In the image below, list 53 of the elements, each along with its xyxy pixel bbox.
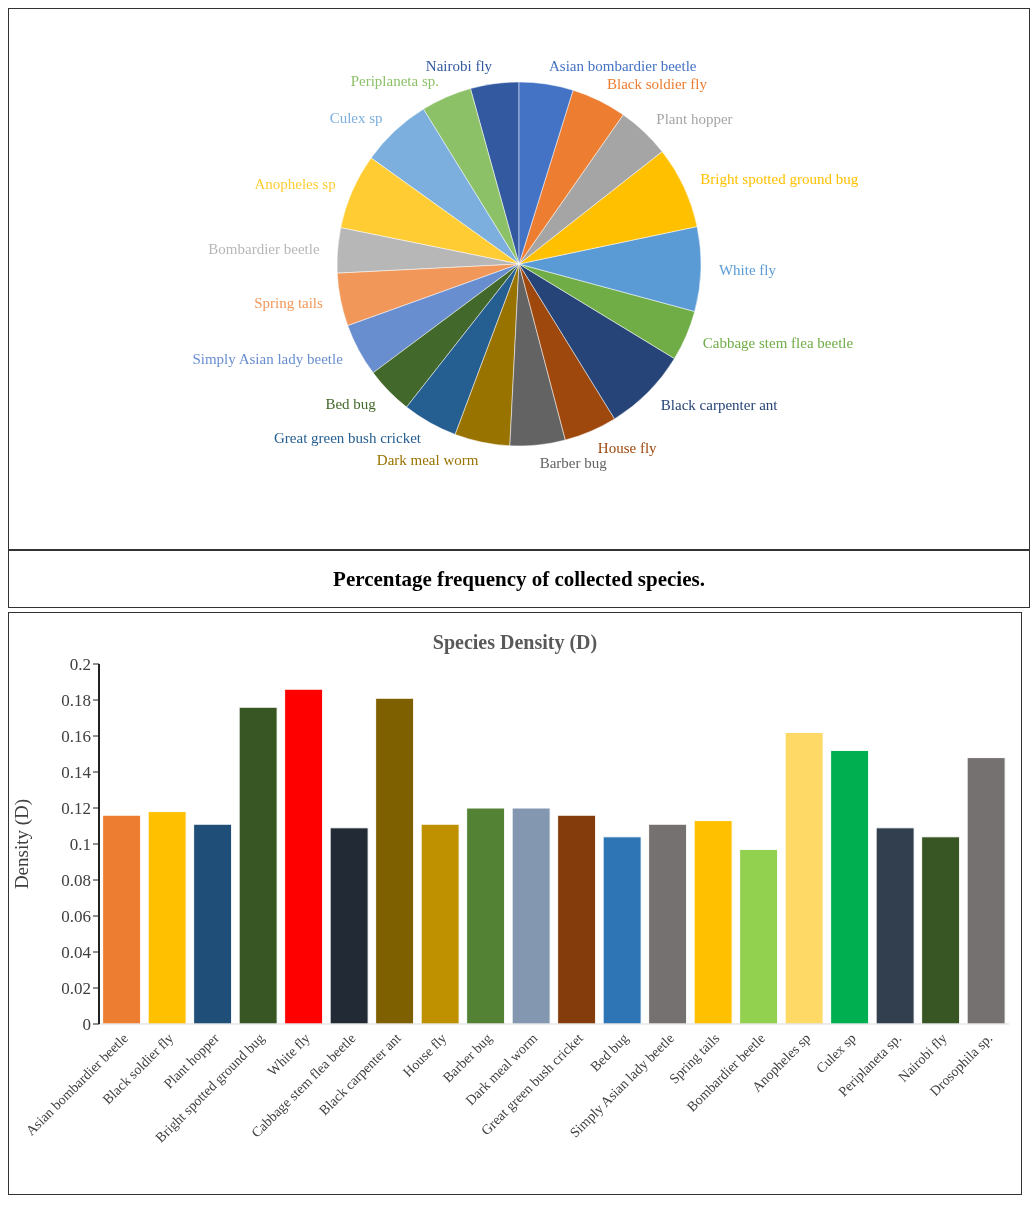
y-tick-label: 0.04 xyxy=(61,943,92,963)
y-tick-label: 0.16 xyxy=(61,727,91,747)
slice-label: Bed bug xyxy=(325,395,377,412)
slice-label: Bombardier beetle xyxy=(208,240,320,257)
y-tick-label: 0.02 xyxy=(61,979,91,999)
slice-label: Bright spotted ground bug xyxy=(700,171,859,188)
y-tick-label: 0.06 xyxy=(61,907,91,927)
bar xyxy=(466,807,506,1024)
slice-label: White fly xyxy=(718,261,777,278)
y-axis-title: Density (D) xyxy=(10,798,33,890)
bar xyxy=(329,827,369,1024)
bar xyxy=(238,706,278,1024)
slice-label: Anopheles sp xyxy=(254,175,336,192)
bar xyxy=(602,836,642,1024)
y-tick-label: 0.18 xyxy=(61,691,91,711)
bar xyxy=(921,836,961,1024)
y-tick-label: 0.2 xyxy=(69,655,91,675)
y-tick-label: 0 xyxy=(82,1015,91,1035)
y-tick-label: 0.08 xyxy=(61,871,91,891)
slice-label: Culex sp xyxy=(329,109,383,126)
y-tick-label: 0.1 xyxy=(69,835,91,855)
slice-label: Plant hopper xyxy=(656,110,733,127)
slice-label: Great green bush cricket xyxy=(273,430,422,447)
bar xyxy=(375,697,415,1024)
bar xyxy=(693,820,733,1024)
bar xyxy=(102,814,142,1024)
chart-title: Species Density (D) xyxy=(431,631,599,654)
slice-label: Periplaneta sp. xyxy=(350,72,439,89)
bar xyxy=(875,827,915,1024)
slice-label: Simply Asian lady beetle xyxy=(192,350,344,367)
slice-label: Nairobi fly xyxy=(425,57,493,74)
slice-label: Black carpenter ant xyxy=(660,396,779,413)
bar xyxy=(193,823,233,1024)
y-tick-label: 0.12 xyxy=(61,799,91,819)
slice-label: Black soldier fly xyxy=(606,76,708,93)
bar xyxy=(739,848,779,1024)
slice-label: House fly xyxy=(597,439,658,456)
bar xyxy=(557,814,597,1024)
text: Percentage frequency of collected species. xyxy=(9,549,1029,607)
slice-label: Barber bug xyxy=(539,454,608,471)
bar xyxy=(830,749,870,1024)
bar xyxy=(284,688,324,1024)
bar xyxy=(511,807,551,1024)
bar xyxy=(648,823,688,1024)
slice-label: Cabbage stem flea beetle xyxy=(702,334,854,351)
bar xyxy=(147,811,187,1024)
bar xyxy=(420,823,460,1024)
slice-label: Dark meal worm xyxy=(376,451,479,468)
slice-label: Spring tails xyxy=(254,295,324,312)
slice-label: Asian bombardier beetle xyxy=(549,58,697,75)
y-tick-label: 0.14 xyxy=(61,763,92,783)
bar xyxy=(966,757,1006,1024)
bar xyxy=(784,731,824,1024)
